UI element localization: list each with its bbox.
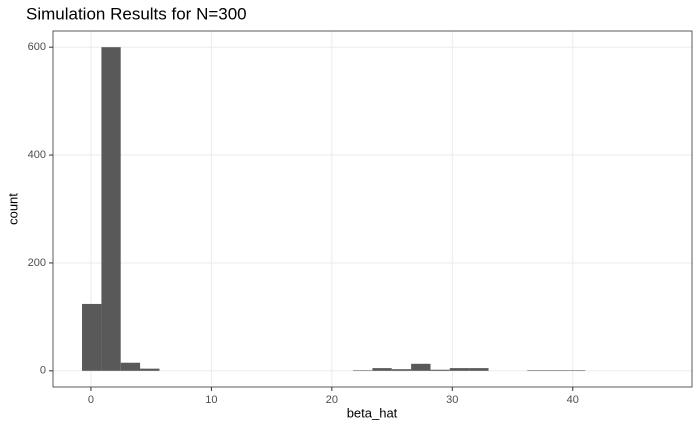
x-tick-label: 40 <box>567 394 579 406</box>
bar <box>101 47 121 371</box>
panel-border <box>52 30 693 388</box>
bar <box>566 370 586 371</box>
x-tick-label: 20 <box>326 394 338 406</box>
y-tick-label: 0 <box>40 365 46 377</box>
x-tick-label: 10 <box>205 394 217 406</box>
bar <box>140 368 160 371</box>
x-axis-label: beta_hat <box>347 405 398 420</box>
y-tick-label: 200 <box>28 257 46 269</box>
bar <box>527 370 547 371</box>
bar <box>449 368 470 371</box>
x-tick-label: 0 <box>88 394 94 406</box>
bar <box>353 370 373 371</box>
bar <box>411 363 431 371</box>
bar <box>469 368 489 371</box>
bar <box>391 369 412 371</box>
chart-title: Simulation Results for N=300 <box>26 4 247 23</box>
bar <box>82 303 102 371</box>
y-tick-label: 400 <box>28 149 46 161</box>
bar <box>120 362 141 371</box>
bar <box>430 369 450 371</box>
x-tick-label: 30 <box>446 394 458 406</box>
bar <box>372 368 392 371</box>
y-axis-label: count <box>5 193 20 225</box>
bar <box>546 370 567 371</box>
y-tick-label: 600 <box>28 41 46 53</box>
